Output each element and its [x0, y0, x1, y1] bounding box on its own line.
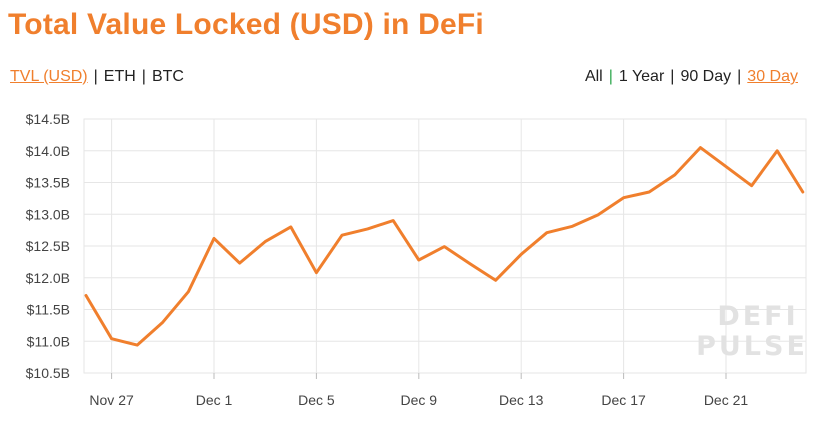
y-tick-label: $12.0B: [26, 270, 70, 286]
data-point[interactable]: [261, 238, 269, 246]
y-tick-label: $12.5B: [26, 238, 70, 254]
y-tick-label: $10.5B: [26, 365, 70, 381]
tab-all[interactable]: All: [584, 68, 603, 85]
tab-separator: |: [608, 68, 613, 85]
data-point[interactable]: [184, 288, 192, 296]
y-tick-label: $11.5B: [27, 302, 70, 318]
data-point[interactable]: [773, 147, 781, 155]
data-point[interactable]: [389, 217, 397, 225]
tab-30-day[interactable]: 30 Day: [747, 68, 798, 85]
x-tick-label: Dec 17: [601, 392, 646, 408]
data-point[interactable]: [210, 234, 218, 242]
tvl-series-line: [84, 146, 805, 347]
data-point[interactable]: [287, 223, 295, 231]
data-point[interactable]: [492, 276, 500, 284]
tab-tvl-usd[interactable]: TVL (USD): [10, 68, 88, 85]
y-tick-label: $13.5B: [26, 175, 70, 191]
tab-btc[interactable]: BTC: [151, 68, 184, 85]
data-point[interactable]: [568, 222, 576, 230]
range-tabs: All | 1 Year | 90 Day | 30 Day: [585, 68, 798, 86]
data-point[interactable]: [466, 260, 474, 268]
data-point[interactable]: [799, 188, 807, 196]
metric-tabs: TVL (USD) | ETH | BTC: [10, 68, 184, 86]
tab-separator: |: [737, 68, 742, 85]
tab-90-day[interactable]: 90 Day: [680, 68, 732, 85]
data-point[interactable]: [722, 163, 730, 171]
data-point[interactable]: [312, 269, 320, 277]
data-point[interactable]: [671, 171, 679, 179]
x-tick-label: Nov 27: [89, 392, 134, 408]
data-point[interactable]: [645, 188, 653, 196]
data-point[interactable]: [620, 194, 628, 202]
tab-separator: |: [670, 68, 675, 85]
y-tick-label: $14.5B: [26, 111, 70, 127]
x-tick-label: Dec 9: [401, 392, 438, 408]
data-point[interactable]: [517, 250, 525, 258]
x-tick-label: Dec 1: [196, 392, 233, 408]
data-point[interactable]: [108, 335, 116, 343]
tab-1-year[interactable]: 1 Year: [618, 68, 665, 85]
x-tick-label: Dec 13: [499, 392, 544, 408]
defi-pulse-watermark: DEFI PULSE: [696, 301, 808, 362]
chart-grid: [83, 118, 807, 379]
x-tick-label: Dec 21: [704, 392, 749, 408]
y-axis-ticks: $14.5B $14.0B $13.5B $13.0B $12.5B $12.0B $11.…: [26, 111, 70, 381]
data-point[interactable]: [159, 318, 167, 326]
data-point[interactable]: [696, 144, 704, 152]
y-tick-label: $11.0B: [27, 333, 70, 349]
data-point[interactable]: [594, 211, 602, 219]
data-point[interactable]: [748, 182, 756, 190]
x-tick-label: Dec 5: [298, 392, 335, 408]
tab-separator: |: [93, 68, 98, 85]
watermark-line-1: DEFI: [717, 301, 798, 332]
data-point[interactable]: [133, 341, 141, 349]
data-point[interactable]: [415, 256, 423, 264]
x-axis-ticks: Nov 27 Dec 1 Dec 5 Dec 9 Dec 13 Dec 17 Dec 21: [89, 392, 748, 408]
data-point[interactable]: [543, 229, 551, 237]
tab-eth[interactable]: ETH: [103, 68, 136, 85]
data-point[interactable]: [364, 225, 372, 233]
data-point[interactable]: [440, 243, 448, 251]
data-point[interactable]: [338, 231, 346, 239]
watermark-line-2: PULSE: [696, 331, 808, 362]
chart-title: Total Value Locked (USD) in DeFi: [8, 8, 484, 41]
data-point[interactable]: [236, 259, 244, 267]
series-group: [82, 144, 807, 349]
tab-separator: |: [141, 68, 146, 85]
y-tick-label: $13.0B: [26, 206, 70, 222]
y-tick-label: $14.0B: [26, 143, 70, 159]
data-point[interactable]: [82, 292, 90, 300]
